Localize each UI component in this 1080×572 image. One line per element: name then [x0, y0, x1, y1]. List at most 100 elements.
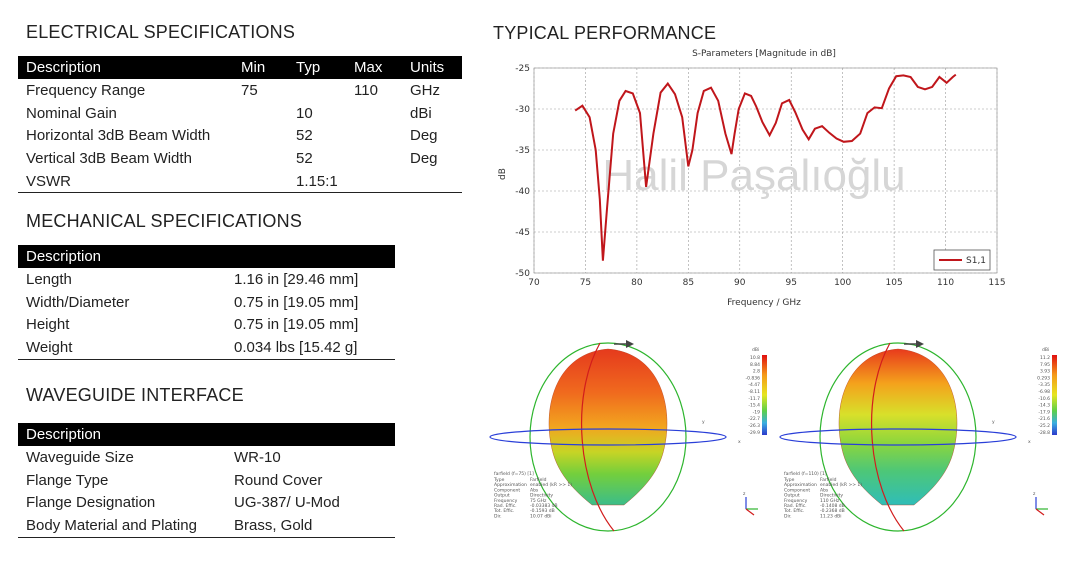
farfield-pattern-75ghz: dBi 10.88.842.8-0.836-4.47-8.11-11.7-15.4…: [489, 340, 767, 532]
mechanical-heading: MECHANICAL SPECIFICATIONS: [26, 211, 303, 231]
table-cell: 1.16 in [29.46 mm]: [234, 270, 359, 288]
table-cell: Deg: [410, 127, 438, 145]
farfield-info-text: Abs: [820, 487, 829, 493]
s-parameter-chart: S-Parameters [Magnitude in dB] Halil Paş…: [498, 49, 1006, 308]
farfield-info-text: Output: [784, 493, 800, 499]
scale-unit-label: dBi: [752, 347, 759, 353]
mechanical-table: Description Length 1.16 in [29.46 mm] Widt…: [18, 245, 395, 360]
table-cell: [288, 79, 346, 102]
scale-tick-label: -0.836: [745, 375, 760, 381]
table-cell: [346, 147, 402, 170]
arrow-head-icon: [626, 340, 634, 348]
table-cell: GHz: [410, 81, 440, 99]
farfield-info-text: Component: [494, 487, 520, 493]
axis-label-x: x: [738, 440, 741, 445]
table-cell: Frequency Range: [26, 81, 146, 99]
table-row: Flange Designation UG-387/ U-Mod: [18, 491, 395, 514]
table-cell: [233, 124, 288, 147]
table-cell: Vertical 3dB Beam Width: [26, 149, 192, 167]
table-cell: Flange Designation: [26, 494, 156, 512]
table-cell: Body Material and Plating: [18, 514, 226, 538]
table-cell: 0.75 in [19.05 mm]: [234, 293, 359, 311]
x-tick-label: 75: [580, 278, 591, 288]
electrical-header-row: Description Min Typ Max Units: [18, 56, 462, 79]
farfield-info-text: -0.1408 dB: [820, 503, 845, 509]
gizmo-axis-x: [745, 508, 755, 516]
table-cell: 0.034 lbs [15.42 g]: [226, 336, 395, 360]
azimuth-cut-arc: [581, 342, 615, 532]
x-tick-label: 70: [528, 278, 540, 288]
farfield-info-text: Tot. Effic.: [783, 508, 804, 514]
scale-tick-label: 10.8: [750, 355, 760, 361]
table-cell: 75: [241, 81, 258, 99]
scale-tick-label: -29.9: [748, 430, 760, 436]
chart-ticks: 70 75 80 85 90 95 100 105 110 115 -25 -30 -35 -40 -45 -…: [515, 64, 1005, 288]
y-tick-label: -45: [515, 228, 530, 238]
scale-tick-label: -26.3: [748, 423, 760, 429]
y-tick-label: -50: [515, 269, 530, 279]
column-header: Min: [233, 56, 288, 79]
scale-tick-label: 8.84: [750, 362, 760, 368]
table-cell: 52: [296, 127, 313, 145]
scale-tick-label: -14.3: [1038, 403, 1050, 409]
horizontal-circle: [489, 428, 727, 446]
axis-label-y: y: [702, 420, 705, 425]
x-axis-label: Frequency / GHz: [727, 298, 801, 308]
table-row: Length 1.16 in [29.46 mm]: [18, 268, 395, 291]
table-cell: Deg: [410, 149, 438, 167]
scale-tick-label: 7.95: [1040, 362, 1050, 368]
gizmo-axis-x: [1035, 508, 1045, 516]
table-cell: Round Cover: [234, 471, 323, 489]
farfield-info-text: Frequency: [494, 498, 518, 504]
table-row: Height 0.75 in [19.05 mm]: [18, 313, 395, 336]
table-cell: [346, 169, 402, 194]
azimuth-cut-arc: [871, 342, 905, 532]
table-row: Weight 0.034 lbs [15.42 g]: [18, 336, 395, 360]
table-cell: [233, 147, 288, 170]
table-cell: Height: [26, 316, 70, 334]
x-tick-label: 115: [988, 278, 1005, 288]
chart-legend: S1,1: [933, 249, 991, 271]
table-cell: [346, 102, 402, 125]
x-tick-label: 95: [785, 278, 796, 288]
table-row: Waveguide Size WR-10: [18, 446, 395, 469]
axis-label-x: x: [1028, 440, 1031, 445]
farfield-info-text: Directivity: [820, 493, 843, 499]
farfield-info-text: 75 GHz: [530, 498, 547, 504]
farfield-info-text: -0.2368 dB: [820, 508, 845, 514]
table-cell: 52: [296, 149, 313, 167]
table-row: Frequency Range 75 110 GHz: [18, 79, 462, 102]
farfield-info-text: Tot. Effic.: [493, 508, 514, 514]
chart-grid: [533, 67, 998, 274]
table-cell: Nominal Gain: [26, 104, 117, 122]
performance-heading: TYPICAL PERFORMANCE: [493, 23, 717, 43]
farfield-info-text: -0.03383 dB: [530, 503, 558, 509]
x-tick-label: 105: [886, 278, 903, 288]
table-row: Vertical 3dB Beam Width 52 Deg: [18, 147, 462, 170]
x-tick-label: 90: [734, 278, 746, 288]
scale-unit-label: dBi: [1042, 347, 1049, 353]
elevation-circle: [529, 342, 687, 532]
y-tick-label: -40: [515, 187, 530, 197]
farfield-info-text: Approximation: [784, 482, 817, 488]
farfield-info-text: Component: [784, 487, 810, 493]
scale-tick-label: -25.2: [1038, 423, 1050, 429]
farfield-info-text: Farfield: [530, 477, 547, 483]
scale-tick-label: -17.9: [1038, 409, 1050, 415]
farfield-info-text: Directivity: [530, 493, 553, 499]
table-cell: UG-387/ U-Mod: [234, 494, 340, 512]
x-tick-label: 85: [683, 278, 694, 288]
chart-title: S-Parameters [Magnitude in dB]: [692, 49, 836, 59]
table-cell: VSWR: [18, 169, 233, 194]
farfield-info-text: Frequency: [784, 498, 808, 504]
table-cell: Waveguide Size: [26, 448, 134, 466]
scale-tick-label: 3.93: [1040, 369, 1050, 375]
scale-tick-label: -10.6: [1038, 396, 1050, 402]
table-row: Nominal Gain 10 dBi: [18, 102, 462, 125]
table-row: Horizontal 3dB Beam Width 52 Deg: [18, 124, 462, 147]
x-tick-label: 110: [937, 278, 954, 288]
farfield-info-text: 10.07 dBi: [530, 513, 552, 519]
legend-label-s11: S1,1: [966, 256, 986, 266]
scale-tick-label: -6.98: [1038, 389, 1050, 395]
farfield-info-text: Rad. Effic.: [494, 503, 517, 509]
